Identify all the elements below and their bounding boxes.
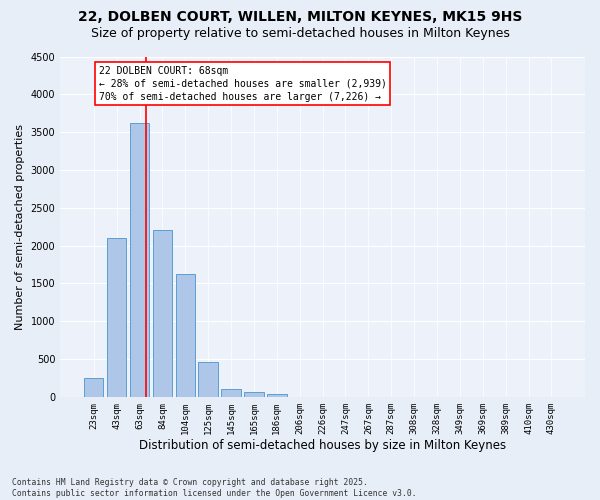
Text: 22, DOLBEN COURT, WILLEN, MILTON KEYNES, MK15 9HS: 22, DOLBEN COURT, WILLEN, MILTON KEYNES,… — [78, 10, 522, 24]
Text: Size of property relative to semi-detached houses in Milton Keynes: Size of property relative to semi-detach… — [91, 28, 509, 40]
Y-axis label: Number of semi-detached properties: Number of semi-detached properties — [15, 124, 25, 330]
Text: 22 DOLBEN COURT: 68sqm
← 28% of semi-detached houses are smaller (2,939)
70% of : 22 DOLBEN COURT: 68sqm ← 28% of semi-det… — [99, 66, 386, 102]
Bar — [221, 388, 241, 397]
Bar — [267, 394, 287, 397]
Bar — [244, 392, 263, 397]
Text: Contains HM Land Registry data © Crown copyright and database right 2025.
Contai: Contains HM Land Registry data © Crown c… — [12, 478, 416, 498]
Bar — [152, 230, 172, 397]
X-axis label: Distribution of semi-detached houses by size in Milton Keynes: Distribution of semi-detached houses by … — [139, 440, 506, 452]
Bar — [199, 362, 218, 397]
Bar — [130, 123, 149, 397]
Bar — [84, 378, 103, 397]
Bar — [176, 274, 195, 397]
Bar — [107, 238, 127, 397]
